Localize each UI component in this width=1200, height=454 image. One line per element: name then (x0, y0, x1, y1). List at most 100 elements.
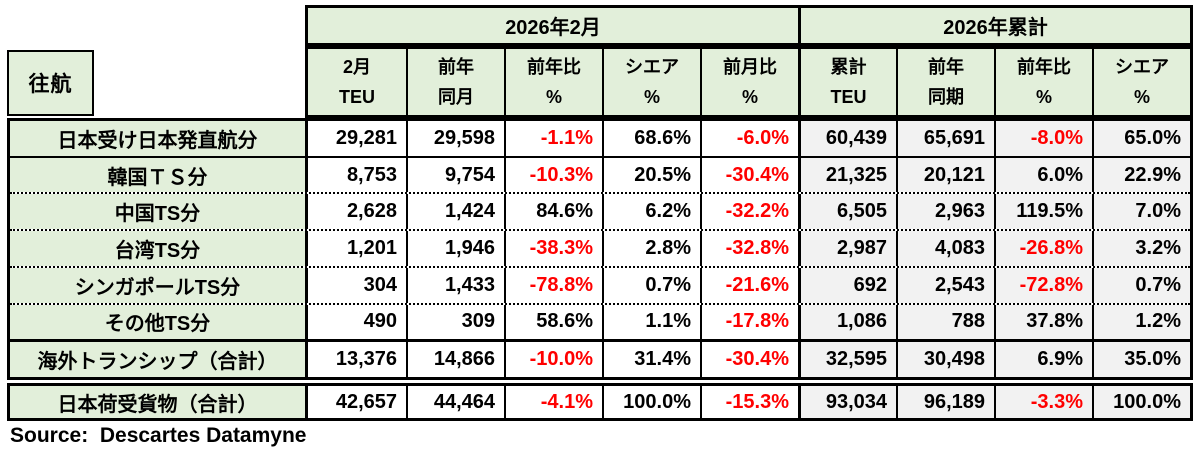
data-cell: 1,946 (406, 231, 504, 266)
column-header-line: 前年比 (527, 57, 581, 77)
data-cell: 68.6% (602, 121, 700, 156)
column-header-line: シエア (625, 57, 679, 77)
column-header-row: 2月 TEU 前年 同月 前年比 % シエア % 前月比 % 累計 TEU 前年… (305, 46, 1193, 118)
data-cell: 2,987 (798, 231, 896, 266)
column-header-line: 前年比 (1017, 57, 1071, 77)
data-cell: -10.0% (504, 342, 602, 378)
data-cell: 31.4% (602, 342, 700, 378)
data-cell: 65.0% (1092, 121, 1190, 156)
data-cell: 84.6% (504, 194, 602, 230)
data-cell: 692 (798, 267, 896, 303)
data-cell: 6.0% (994, 157, 1092, 193)
data-cell: -72.8% (994, 267, 1092, 303)
data-cell: 2.8% (602, 231, 700, 266)
column-header-line: % (643, 87, 660, 107)
data-cell: 13,376 (308, 342, 406, 378)
column-header-line: % (741, 87, 758, 107)
data-cell: 100.0% (602, 386, 700, 418)
data-cell: 20,121 (896, 157, 994, 193)
group-header-february: 2026年2月 (505, 17, 601, 39)
column-header-line: 2月 (342, 57, 371, 77)
data-cell: 9,754 (406, 157, 504, 193)
data-cell: 1,424 (406, 194, 504, 230)
data-cell: -30.4% (700, 342, 798, 378)
column-header-line: % (1133, 87, 1150, 107)
table-row-other-ts: その他TS分 490 309 58.6% 1.1% -17.8% 1,086 7… (10, 304, 1190, 343)
table-row-china-ts: 中国TS分 2,628 1,424 84.6% 6.2% -32.2% 6,50… (10, 194, 1190, 232)
data-cell: 1.1% (602, 304, 700, 340)
data-cell: 4,083 (896, 231, 994, 266)
column-header-share-pct: シエア % (602, 49, 700, 115)
data-cell: 788 (896, 304, 994, 340)
column-header-line: 前月比 (723, 57, 777, 77)
data-cell: 93,034 (798, 386, 896, 418)
column-header-cum-yoy-pct: 前年比 % (994, 49, 1092, 115)
row-label: 韓国ＴＳ分 (10, 157, 308, 193)
data-cell: 1,433 (406, 267, 504, 303)
group-header-cumulative: 2026年累計 (798, 8, 1190, 43)
data-cell: 60,439 (798, 121, 896, 156)
column-header-yoy-pct: 前年比 % (504, 49, 602, 115)
column-header-feb-teu: 2月 TEU (308, 49, 406, 115)
data-cell: 1,201 (308, 231, 406, 266)
data-cell: 21,325 (798, 157, 896, 193)
data-cell: 29,598 (406, 121, 504, 156)
data-cell: 3.2% (1092, 231, 1190, 266)
row-label: 海外トランシップ（合計） (10, 342, 308, 378)
data-cell: 8,753 (308, 157, 406, 193)
data-cell: -4.1% (504, 386, 602, 418)
column-header-line: 同期 (928, 87, 964, 107)
data-cell: -15.3% (700, 386, 798, 418)
table-row-japan-direct: 日本受け日本発直航分 29,281 29,598 -1.1% 68.6% -6.… (10, 121, 1190, 158)
row-label: 中国TS分 (10, 194, 308, 230)
data-cell: 37.8% (994, 304, 1092, 340)
column-header-line: 同月 (438, 87, 474, 107)
column-header-line: 前年 (928, 57, 964, 77)
data-cell: 14,866 (406, 342, 504, 378)
table-row-japan-cargo-total: 日本荷受貨物（合計） 42,657 44,464 -4.1% 100.0% -1… (10, 386, 1190, 418)
column-header-line: TEU (339, 87, 375, 107)
data-cell: -8.0% (994, 121, 1092, 156)
data-cell: 0.7% (602, 267, 700, 303)
data-cell: -3.3% (994, 386, 1092, 418)
row-label: その他TS分 (10, 304, 308, 340)
table-row-taiwan-ts: 台湾TS分 1,201 1,946 -38.3% 2.8% -32.8% 2,9… (10, 231, 1190, 268)
column-header-mom-pct: 前月比 % (700, 49, 798, 115)
data-cell: 490 (308, 304, 406, 340)
data-cell: -32.8% (700, 231, 798, 266)
data-cell: 1.2% (1092, 304, 1190, 340)
outbound-direction-label: 往航 (7, 50, 94, 116)
group-header-row: 2026年2月 2026年累計 (305, 5, 1193, 46)
column-header-line: % (545, 87, 562, 107)
data-cell: 6,505 (798, 194, 896, 230)
data-cell: 6.9% (994, 342, 1092, 378)
column-header-line: TEU (830, 87, 867, 107)
data-cell: 35.0% (1092, 342, 1190, 378)
column-header-prev-year-period: 前年 同期 (896, 49, 994, 115)
data-cell: 44,464 (406, 386, 504, 418)
data-cell: 2,963 (896, 194, 994, 230)
data-cell: 22.9% (1092, 157, 1190, 193)
grand-total-table: 日本荷受貨物（合計） 42,657 44,464 -4.1% 100.0% -1… (7, 383, 1193, 421)
data-cell: -21.6% (700, 267, 798, 303)
data-cell: 2,628 (308, 194, 406, 230)
column-header-line: % (1035, 87, 1052, 107)
data-cell: 100.0% (1092, 386, 1190, 418)
data-cell: -17.8% (700, 304, 798, 340)
data-cell: -26.8% (994, 231, 1092, 266)
data-cell: 32,595 (798, 342, 896, 378)
data-cell: -38.3% (504, 231, 602, 266)
row-label: 日本荷受貨物（合計） (10, 386, 308, 418)
data-table: 日本受け日本発直航分 29,281 29,598 -1.1% 68.6% -6.… (7, 118, 1193, 380)
column-header-cum-share-pct: シエア % (1092, 49, 1190, 115)
table-row-singapore-ts: シンガポールTS分 304 1,433 -78.8% 0.7% -21.6% 6… (10, 267, 1190, 305)
data-cell: 58.6% (504, 304, 602, 340)
data-cell: -30.4% (700, 157, 798, 193)
data-cell: 0.7% (1092, 267, 1190, 303)
data-cell: 96,189 (896, 386, 994, 418)
table-row-korea-ts: 韓国ＴＳ分 8,753 9,754 -10.3% 20.5% -30.4% 21… (10, 157, 1190, 195)
column-header-cumulative-teu: 累計 TEU (798, 49, 896, 115)
data-cell: 30,498 (896, 342, 994, 378)
data-cell: -1.1% (504, 121, 602, 156)
